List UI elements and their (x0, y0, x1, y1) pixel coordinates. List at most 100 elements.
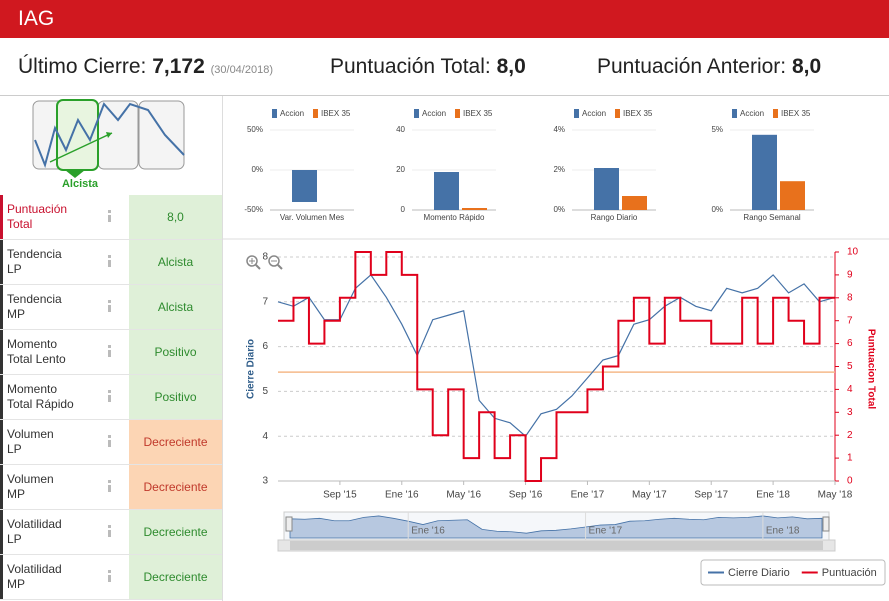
y-tick-label: 0 (401, 205, 406, 214)
y-tick-label: 7 (262, 296, 268, 307)
left-panel: Puntuación Total 8,0 Tendencia LP Alcista Te… (0, 96, 223, 601)
handle (285, 516, 293, 532)
indicator-value: Decreciente (129, 555, 222, 599)
x-tick-label: May '17 (632, 490, 667, 501)
y-tick-label: -50% (244, 205, 263, 214)
bar (594, 168, 619, 210)
indicator-row: Tendencia MP Alcista (0, 285, 222, 330)
legend-swatch (455, 109, 460, 118)
y-tick-label: 20 (396, 165, 405, 174)
x-tick-label: Rango Diario (591, 213, 638, 222)
y-tick-label: 5% (711, 125, 723, 134)
y2-tick-label: 9 (847, 270, 853, 281)
indicator-value: Decreciente (129, 510, 222, 554)
legend-label: IBEX 35 (623, 109, 653, 118)
indicator-value: Decreciente (129, 465, 222, 509)
summary: Último Cierre: 7,172 (30/04/2018) Puntua… (0, 38, 889, 96)
indicator-label: Momento Total Rápido (0, 375, 122, 419)
y-tick-label: 40 (396, 125, 405, 134)
indicator-row: Volumen LP Decreciente (0, 420, 222, 465)
indicator-value: Alcista (129, 285, 222, 329)
legend-label: Accion (582, 109, 606, 118)
header: IAG (0, 0, 889, 38)
indicator-label: Volatilidad LP (0, 510, 122, 554)
y-tick-label: 8 (262, 252, 268, 263)
indicator-label: Volatilidad MP (0, 555, 122, 599)
trend-arrow (49, 132, 113, 163)
indicator-row: Volatilidad MP Decreciente (0, 555, 222, 600)
bar (292, 170, 317, 202)
indicator-value: Positivo (129, 375, 222, 419)
legend-swatch (574, 109, 579, 118)
y-tick-label: 6 (262, 341, 268, 352)
indicator-row: Tendencia LP Alcista (0, 240, 222, 285)
indicator-label: Tendencia MP (0, 285, 122, 329)
header-title: IAG (18, 7, 55, 30)
zoom-icons (246, 255, 283, 270)
indicator-label: Momento Total Lento (0, 330, 122, 374)
legend-swatch (732, 109, 737, 118)
bar (434, 172, 459, 210)
indicator-label: Tendencia LP (0, 240, 122, 284)
indicator-label: Puntuación Total (0, 195, 122, 239)
y-tick-label: 4 (262, 431, 268, 442)
bar (622, 196, 647, 210)
bar (752, 134, 777, 210)
x-tick-label: May '16 (446, 490, 481, 501)
close-date: (30/04/2018) (210, 64, 273, 76)
y-tick-label: 0% (251, 165, 263, 174)
y2-tick-label: 5 (847, 361, 853, 372)
legend-swatch (313, 109, 318, 118)
navigator-area (289, 515, 823, 539)
close-value: 7,172 (152, 55, 205, 78)
y2-tick-label: 0 (847, 476, 853, 487)
bar (462, 208, 487, 210)
y2-tick-label: 1 (847, 453, 853, 464)
legend-label: Cierre Diario (728, 567, 790, 579)
indicator-row: Volatilidad LP Decreciente (0, 510, 222, 555)
navigator-label: Ene '18 (766, 526, 800, 537)
y2-axis-title: Puntuacion Total (865, 329, 876, 410)
x-tick-label: Ene '16 (385, 490, 419, 501)
legend-swatch (414, 109, 419, 118)
legend-label: Accion (280, 109, 304, 118)
y-axis-title: Cierre Diario (246, 339, 257, 399)
y2-tick-label: 7 (847, 315, 853, 326)
info-icon (108, 300, 112, 312)
legend-swatch (272, 109, 277, 118)
score-label: Puntuación Total: (330, 55, 491, 78)
indicator-label: Volumen MP (0, 465, 122, 509)
x-tick-label: Sep '15 (323, 490, 357, 501)
prev-label: Puntuación Anterior: (597, 55, 787, 78)
info-icon (108, 570, 112, 582)
x-tick-label: Momento Rápido (424, 213, 485, 222)
y-tick-label: 0% (553, 205, 565, 214)
indicator-value: Decreciente (129, 420, 222, 464)
info-icon (108, 525, 112, 537)
indicator-value: Positivo (129, 330, 222, 374)
legend: Cierre Diario Puntuación (700, 559, 886, 586)
y-tick-label: 4% (553, 125, 565, 134)
info-icon (108, 345, 112, 357)
card (97, 100, 139, 170)
card (138, 100, 185, 170)
y-tick-label: 0% (711, 205, 723, 214)
y-tick-label: 50% (247, 125, 263, 134)
indicator-table: Puntuación Total 8,0 Tendencia LP Alcista Te… (0, 195, 222, 600)
indicator-row: Puntuación Total 8,0 (0, 195, 222, 240)
legend-swatch (615, 109, 620, 118)
y-tick-label: 2% (553, 165, 565, 174)
trend-line (34, 102, 185, 169)
x-tick-label: Sep '17 (694, 490, 728, 501)
legend-swatch (773, 109, 778, 118)
pointer (65, 170, 85, 178)
arrow-head (106, 132, 112, 138)
x-tick-label: May '18 (818, 490, 853, 501)
x-tick-label: Ene '18 (756, 490, 790, 501)
indicator-value: 8,0 (129, 195, 222, 239)
x-tick-label: Sep '16 (509, 490, 543, 501)
legend-box (700, 559, 886, 586)
close: Último Cierre: 7,172 (30/04/2018) (18, 55, 273, 79)
